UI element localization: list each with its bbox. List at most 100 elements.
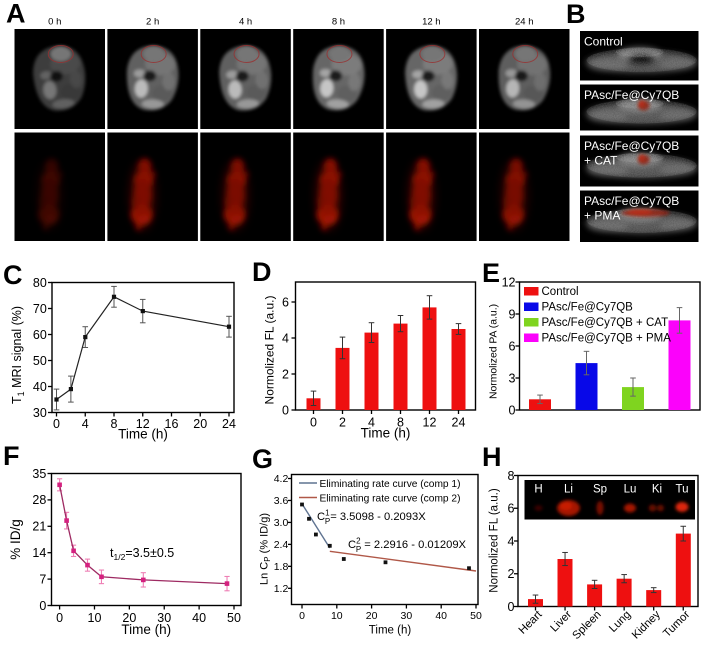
svg-text:24: 24: [222, 417, 236, 431]
svg-text:50: 50: [33, 354, 47, 368]
svg-text:20: 20: [366, 610, 378, 622]
svg-text:50: 50: [470, 610, 482, 622]
svg-text:9: 9: [509, 307, 516, 321]
svg-text:0: 0: [310, 416, 317, 430]
svg-text:Control: Control: [584, 35, 623, 49]
svg-text:0: 0: [39, 599, 46, 613]
svg-text:4: 4: [282, 331, 289, 345]
svg-text:16: 16: [165, 417, 179, 431]
svg-text:2: 2: [508, 567, 515, 581]
svg-text:20: 20: [122, 611, 136, 625]
svg-text:40: 40: [192, 611, 206, 625]
svg-text:A: A: [6, 0, 26, 29]
svg-text:t1/2=3.5±0.5: t1/2=3.5±0.5: [110, 546, 174, 562]
svg-text:3.6: 3.6: [274, 495, 289, 507]
svg-text:PAsc/Fe@Cy7QB + CAT: PAsc/Fe@Cy7QB + CAT: [542, 317, 669, 329]
svg-text:12 h: 12 h: [422, 17, 441, 28]
svg-text:Ki: Ki: [652, 484, 662, 496]
svg-text:2 h: 2 h: [146, 17, 159, 28]
svg-text:C: C: [3, 260, 23, 290]
svg-text:3: 3: [509, 371, 516, 385]
svg-text:30: 30: [401, 610, 413, 622]
svg-text:2.4: 2.4: [274, 539, 289, 551]
svg-text:Normolized PA (a.u.): Normolized PA (a.u.): [489, 304, 500, 399]
svg-text:30: 30: [33, 406, 47, 420]
svg-text:40: 40: [435, 610, 447, 622]
svg-text:0: 0: [282, 403, 289, 417]
svg-text:14: 14: [32, 546, 46, 560]
svg-text:70: 70: [33, 302, 47, 316]
svg-text:+ CAT: + CAT: [584, 154, 618, 168]
svg-text:1.2: 1.2: [274, 583, 289, 595]
svg-text:2: 2: [339, 416, 346, 430]
svg-text:0: 0: [56, 611, 63, 625]
svg-text:F: F: [3, 441, 20, 471]
svg-text:6: 6: [509, 339, 516, 353]
svg-text:21: 21: [32, 520, 46, 534]
svg-text:PAsc/Fe@Cy7QB: PAsc/Fe@Cy7QB: [584, 194, 679, 208]
svg-text:C2P = 2.2916 - 0.01209X: C2 P = 2.2916 - 0.01209X: [348, 537, 467, 555]
svg-text:Sp: Sp: [593, 484, 607, 496]
svg-text:Eliminating rate curve (comp 2: Eliminating rate curve (comp 2): [320, 494, 461, 505]
svg-text:0: 0: [299, 610, 305, 622]
svg-text:12: 12: [502, 275, 516, 289]
svg-text:24 h: 24 h: [515, 17, 534, 28]
svg-text:Control: Control: [542, 286, 579, 298]
svg-text:H: H: [534, 484, 542, 496]
svg-text:PAsc/Fe@Cy7QB: PAsc/Fe@Cy7QB: [584, 88, 679, 102]
svg-text:80: 80: [33, 276, 47, 290]
svg-text:3.0: 3.0: [274, 517, 289, 529]
svg-text:Normolized FL (a.u.): Normolized FL (a.u.): [489, 488, 501, 593]
svg-text:7: 7: [39, 572, 46, 586]
svg-text:4: 4: [368, 416, 375, 430]
svg-text:0 h: 0 h: [48, 17, 61, 28]
svg-text:60: 60: [33, 328, 47, 342]
svg-text:4: 4: [82, 417, 89, 431]
svg-text:C1P= 3.5098 - 0.2093X: C1 P= 3.5098 - 0.2093X: [317, 509, 426, 527]
svg-text:12: 12: [136, 417, 150, 431]
svg-text:E: E: [482, 258, 500, 288]
svg-text:40: 40: [33, 380, 47, 394]
svg-text:24: 24: [452, 416, 466, 430]
svg-text:28: 28: [32, 493, 46, 507]
svg-text:PAsc/Fe@Cy7QB: PAsc/Fe@Cy7QB: [542, 302, 634, 314]
svg-text:8: 8: [508, 469, 515, 483]
svg-text:Time (h): Time (h): [361, 426, 411, 441]
svg-text:Normolized FL (a.u.): Normolized FL (a.u.): [263, 296, 277, 405]
svg-text:10: 10: [331, 610, 343, 622]
svg-text:Eliminating rate curve (comp 1: Eliminating rate curve (comp 1): [320, 479, 461, 490]
svg-text:Time (h): Time (h): [121, 622, 171, 637]
svg-text:Li: Li: [564, 484, 573, 496]
svg-text:1.8: 1.8: [274, 561, 289, 573]
svg-text:Time (h): Time (h): [369, 625, 412, 637]
svg-text:PAsc/Fe@Cy7QB: PAsc/Fe@Cy7QB: [584, 139, 679, 153]
svg-text:4: 4: [508, 534, 515, 548]
svg-text:2: 2: [282, 367, 289, 381]
svg-text:20: 20: [193, 417, 207, 431]
svg-text:G: G: [252, 444, 273, 474]
svg-text:T1 MRI signal (%): T1 MRI signal (%): [10, 306, 26, 404]
svg-text:35: 35: [32, 467, 46, 481]
svg-text:0: 0: [509, 403, 516, 417]
svg-text:PAsc/Fe@Cy7QB + PMA: PAsc/Fe@Cy7QB + PMA: [542, 333, 672, 345]
svg-text:8 h: 8 h: [332, 17, 345, 28]
svg-text:Tu: Tu: [676, 484, 689, 496]
svg-text:H: H: [482, 442, 502, 472]
svg-text:10: 10: [88, 611, 102, 625]
svg-text:50: 50: [227, 611, 241, 625]
svg-text:8: 8: [397, 416, 404, 430]
svg-text:B: B: [566, 0, 586, 29]
svg-text:0: 0: [53, 417, 60, 431]
svg-text:12: 12: [423, 416, 437, 430]
svg-text:+ PMA: + PMA: [584, 209, 620, 223]
svg-text:30: 30: [157, 611, 171, 625]
svg-text:Time (h): Time (h): [118, 427, 168, 442]
svg-text:Lu: Lu: [624, 484, 637, 496]
svg-text:8: 8: [111, 417, 118, 431]
svg-text:6: 6: [508, 502, 515, 516]
svg-text:4 h: 4 h: [239, 17, 252, 28]
svg-text:0: 0: [508, 600, 515, 614]
svg-text:6: 6: [282, 295, 289, 309]
svg-text:Ln CP (% ID/g): Ln CP (% ID/g): [259, 513, 273, 585]
svg-text:D: D: [252, 257, 272, 287]
